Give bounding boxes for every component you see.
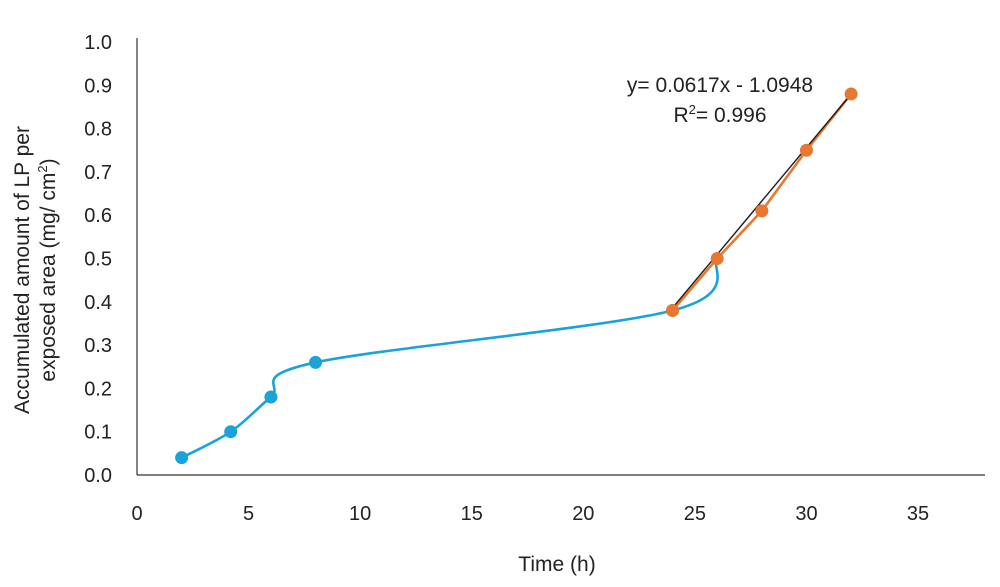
- x-axis-title: Time (h): [518, 553, 595, 576]
- y-axis-title-unit: exposed area (mg/ cm: [37, 173, 60, 382]
- r-squared-prefix: R: [673, 104, 688, 127]
- axes: [136, 38, 985, 476]
- points-layer: [175, 87, 858, 465]
- y-tick-label: 0.9: [84, 75, 112, 97]
- y-axis-title: Accumulated amount of LP per exposed are…: [11, 126, 60, 414]
- series-line-1: [181, 257, 719, 459]
- data-point-series-1: [175, 451, 189, 465]
- x-tick-label: 25: [684, 503, 706, 525]
- series-layer: [181, 93, 853, 459]
- y-tick-label: 1.0: [84, 32, 112, 54]
- y-tick-label: 0.1: [84, 422, 112, 444]
- y-axis-title-superscript: 2: [35, 165, 50, 172]
- data-point-series-2: [844, 87, 858, 101]
- y-tick-label: 0.6: [84, 205, 112, 227]
- x-tick-label: 30: [795, 503, 817, 525]
- y-tick-label: 0.5: [84, 249, 112, 271]
- y-tick-label: 0.7: [84, 162, 112, 184]
- trendline-r-squared: R2= 0.996: [673, 102, 766, 127]
- data-point-series-2: [755, 204, 769, 218]
- data-point-series-1: [309, 355, 323, 369]
- data-point-series-2: [799, 143, 813, 157]
- r-squared-superscript: 2: [689, 102, 696, 117]
- y-tick-label: 0.3: [84, 335, 112, 357]
- data-point-series-2: [710, 252, 724, 265]
- y-tick-label: 0.0: [84, 465, 112, 487]
- y-tick-label: 0.8: [84, 119, 112, 141]
- data-point-series-2: [666, 303, 680, 317]
- data-point-series-1: [264, 390, 278, 404]
- y-tick-label: 0.4: [84, 292, 112, 314]
- x-tick-label: 5: [243, 503, 254, 525]
- y-tick-label: 0.2: [84, 378, 112, 400]
- x-tick-labels: 0 5 10 15 20 25 30 35: [131, 503, 929, 525]
- y-axis-title-line1: Accumulated amount of LP per: [11, 126, 34, 414]
- r-squared-value: = 0.996: [696, 104, 767, 127]
- x-tick-label: 10: [349, 503, 371, 525]
- x-tick-label: 0: [131, 503, 142, 525]
- trendline: [672, 93, 852, 309]
- trendline-equation: y= 0.0617x - 1.0948: [627, 74, 813, 97]
- data-point-series-1: [224, 425, 238, 439]
- x-tick-label: 35: [907, 503, 929, 525]
- y-axis-title-line2: exposed area (mg/ cm2): [35, 158, 60, 381]
- x-tick-label: 20: [572, 503, 594, 525]
- x-tick-label: 15: [461, 503, 483, 525]
- y-axis-title-close: ): [37, 158, 60, 165]
- y-tick-labels: 0.0 0.1 0.2 0.3 0.4 0.5 0.6 0.7 0.8 0.9 1.0: [84, 32, 112, 487]
